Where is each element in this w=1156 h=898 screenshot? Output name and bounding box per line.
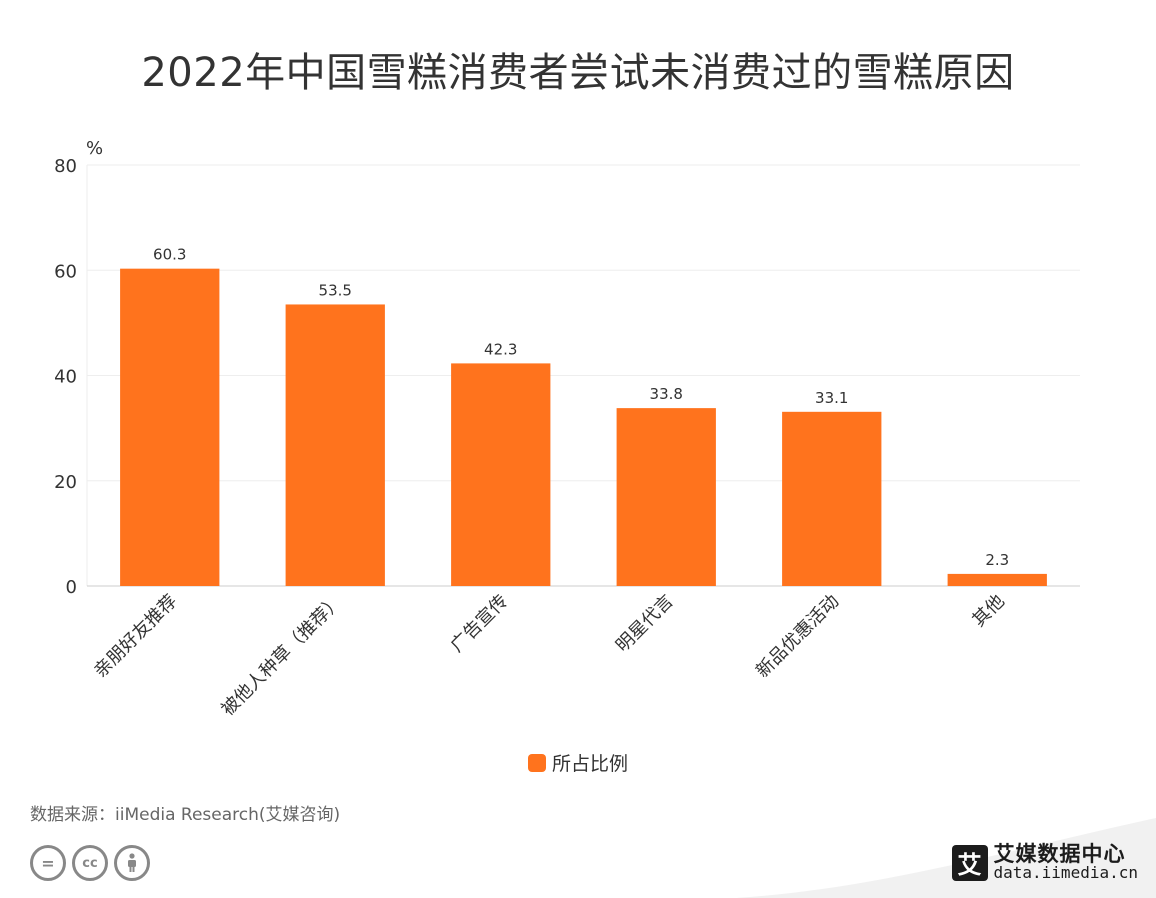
data-labels: 60.3 53.5 42.3 33.8 33.1 2.3 bbox=[153, 246, 1009, 569]
person-icon bbox=[114, 845, 150, 881]
logo-url: data.iimedia.cn bbox=[993, 863, 1139, 883]
y-axis-unit: % bbox=[86, 138, 103, 159]
bars bbox=[120, 268, 1047, 586]
logo: 艾 艾媒数据中心 data.iimedia.cn bbox=[951, 842, 1139, 883]
bar bbox=[782, 411, 882, 586]
x-axis: 亲朋好友推荐 被他人种草（推荐） 广告宣传 明星代言 新品优惠活动 其他 bbox=[87, 585, 1080, 720]
x-tick-label: 新品优惠活动 bbox=[752, 591, 843, 682]
x-tick-label: 被他人种草（推荐） bbox=[217, 591, 346, 720]
bar bbox=[616, 408, 716, 586]
data-label: 42.3 bbox=[484, 340, 517, 358]
y-tick-label: 80 bbox=[54, 156, 77, 177]
y-tick-label: 20 bbox=[54, 472, 77, 493]
license-icons: = cc bbox=[30, 845, 150, 881]
x-tick-label: 明星代言 bbox=[612, 591, 678, 657]
legend-swatch bbox=[527, 753, 546, 772]
y-axis: 0 20 40 60 80 bbox=[54, 156, 88, 598]
legend-label: 所占比例 bbox=[551, 753, 628, 775]
logo-mark: 艾 bbox=[951, 844, 988, 881]
legend: 所占比例 bbox=[0, 749, 1156, 776]
chart-title: 2022年中国雪糕消费者尝试未消费过的雪糕原因 bbox=[141, 50, 1015, 96]
cc-icon: cc bbox=[72, 845, 108, 881]
watermark-swoosh bbox=[736, 818, 1156, 898]
equals-icon: = bbox=[30, 845, 66, 881]
data-label: 33.8 bbox=[650, 385, 683, 403]
data-label: 33.1 bbox=[815, 389, 848, 407]
bar bbox=[120, 268, 220, 586]
bar bbox=[947, 573, 1047, 586]
bar bbox=[451, 363, 551, 586]
source-note: 数据来源：iiMedia Research(艾媒咨询) bbox=[30, 805, 341, 825]
y-tick-label: 0 bbox=[66, 577, 77, 598]
grid-lines bbox=[87, 164, 1080, 482]
y-tick-label: 40 bbox=[54, 367, 77, 388]
x-tick-label: 其他 bbox=[968, 591, 1008, 631]
x-tick-label: 亲朋好友推荐 bbox=[90, 591, 181, 682]
bar-chart: 0 20 40 60 80 亲朋好友推荐 被他人种草（推荐） 广告宣传 明星代言 新品优惠活动 其… bbox=[54, 138, 1080, 720]
bar bbox=[285, 304, 385, 586]
data-label: 53.5 bbox=[319, 281, 352, 299]
data-label: 60.3 bbox=[153, 246, 186, 264]
y-tick-label: 60 bbox=[54, 261, 77, 282]
watermark-area: 艾 艾媒数据中心 data.iimedia.cn bbox=[736, 818, 1156, 898]
x-tick-label: 广告宣传 bbox=[447, 591, 513, 657]
data-label: 2.3 bbox=[985, 551, 1009, 569]
logo-name: 艾媒数据中心 bbox=[993, 842, 1126, 867]
